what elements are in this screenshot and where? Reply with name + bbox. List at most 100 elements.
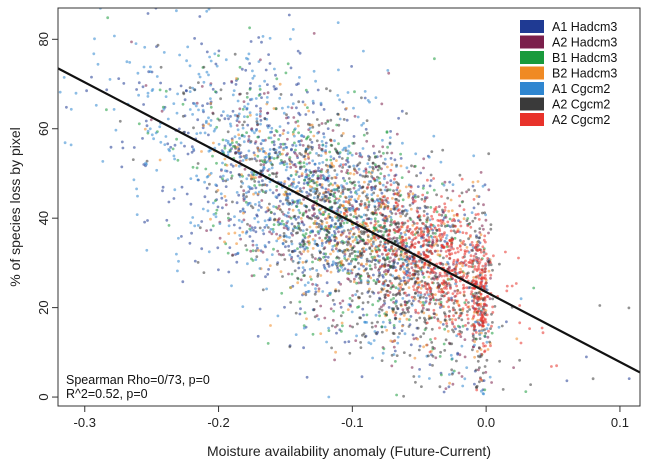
data-point [299,217,303,220]
data-point [298,300,302,304]
data-point [407,183,411,187]
data-point [585,355,588,359]
data-point [369,342,373,346]
data-point [455,230,459,234]
data-point [475,194,479,198]
x-tick-label: -0.3 [74,415,96,430]
data-point [261,147,265,150]
data-point [427,236,431,239]
data-point [445,274,449,278]
data-point [444,285,448,288]
data-point [393,313,397,317]
data-point [382,303,385,307]
data-point [297,100,301,104]
data-point [404,258,407,262]
data-point [326,176,330,180]
data-point [234,164,238,167]
data-point [489,263,493,267]
data-point [371,303,375,307]
data-point [430,327,434,331]
data-point [460,200,464,204]
data-point [311,187,315,190]
data-point [279,253,283,257]
data-point [357,227,360,231]
data-point [309,189,313,193]
data-point [286,137,289,141]
data-point [248,157,252,161]
data-point [408,274,412,278]
data-point [315,152,318,155]
data-point [248,111,252,114]
data-point [464,303,468,306]
data-point [477,257,480,260]
data-point [325,233,329,237]
data-point [248,201,252,205]
data-point [402,310,405,314]
data-point [397,208,401,212]
data-point [326,197,330,200]
data-point [411,192,415,196]
data-point [452,325,456,329]
data-point [528,327,531,330]
data-point [403,303,407,307]
data-point [255,120,259,123]
data-point [471,184,475,188]
data-point [348,351,352,355]
data-point [295,83,298,86]
data-point [467,261,471,264]
data-point [231,254,234,257]
data-point [191,86,195,90]
data-point [255,159,258,163]
data-point [275,232,278,236]
data-point [228,148,232,152]
data-point [396,203,400,207]
data-point [331,298,335,302]
data-point [252,228,255,232]
data-point [341,241,345,245]
data-point [337,68,340,72]
data-point [482,248,486,252]
data-point [443,180,447,184]
data-point [255,243,259,247]
data-point [357,267,361,271]
data-point [176,158,180,162]
data-point [518,321,522,325]
data-point [197,72,201,76]
data-point [422,209,426,213]
data-point [250,129,254,133]
data-point [255,255,259,259]
data-point [264,275,267,279]
x-tick-label: -0.2 [207,415,229,430]
data-point [260,199,264,202]
data-point [318,192,321,195]
data-point [324,187,328,191]
data-point [291,199,294,202]
data-point [397,225,400,229]
data-point [293,134,296,138]
data-point [330,165,334,169]
data-point [475,235,478,239]
data-point [377,201,381,205]
data-point [301,100,305,104]
data-point [361,147,365,150]
data-point [425,196,429,200]
data-point [462,240,465,243]
data-point [253,184,256,187]
data-point [480,310,483,314]
data-point [327,179,330,183]
data-point [181,280,185,284]
data-point [385,272,388,276]
data-point [279,222,283,226]
data-point [336,112,340,116]
data-point [328,150,332,154]
data-point [225,163,229,167]
data-point [426,270,430,274]
data-point [350,310,354,314]
data-point [300,220,304,224]
data-point [415,174,418,178]
data-point [183,98,187,102]
data-point [436,249,439,253]
data-point [472,206,476,210]
data-point [289,301,293,304]
data-point [444,214,447,217]
